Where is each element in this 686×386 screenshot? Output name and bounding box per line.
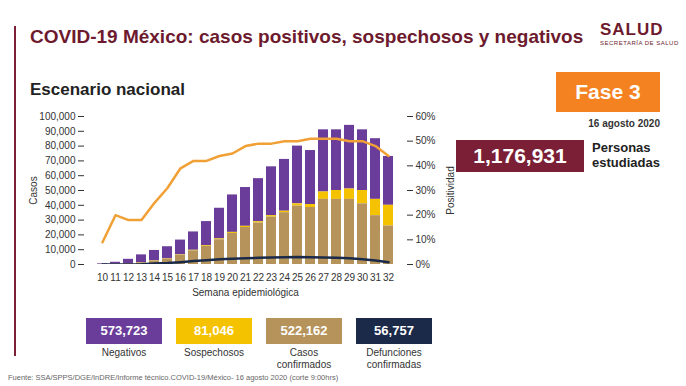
svg-text:24: 24: [279, 272, 291, 283]
svg-text:20: 20: [227, 272, 239, 283]
svg-text:13: 13: [136, 272, 148, 283]
svg-text:10,000: 10,000: [45, 244, 76, 255]
svg-text:25: 25: [292, 272, 304, 283]
svg-text:29: 29: [344, 272, 356, 283]
svg-text:10: 10: [97, 272, 109, 283]
html-text:COVID-19 México: casos positiv: COVID-19 México: casos positivos, sospec…: [30, 26, 584, 47]
svg-text:80,000: 80,000: [45, 140, 76, 151]
svg-text:11: 11: [110, 272, 121, 283]
html-text:573,723: 573,723: [100, 323, 148, 338]
svg-text:12: 12: [123, 272, 135, 283]
html-text:Casos confirmados: Casos confirmados: [276, 347, 332, 370]
svg-text:40%: 40%: [416, 160, 436, 171]
html-text:1,176,931: 1,176,931: [473, 144, 567, 167]
html-text:16 agosto 2020: 16 agosto 2020: [588, 118, 660, 129]
svg-text:40,000: 40,000: [45, 200, 76, 211]
svg-text:26: 26: [305, 272, 317, 283]
html-text:Sospechosos: Sospechosos: [184, 347, 244, 358]
svg-text:0: 0: [70, 259, 76, 270]
html-text:Fase 3: Fase 3: [575, 80, 641, 103]
svg-text:50,000: 50,000: [45, 185, 76, 196]
svg-text:19: 19: [214, 272, 226, 283]
html-text:81,046: 81,046: [194, 323, 234, 338]
html-text:SALUD: SALUD: [600, 20, 664, 39]
svg-text:28: 28: [331, 272, 343, 283]
svg-text:30: 30: [357, 272, 369, 283]
svg-text:32: 32: [383, 272, 395, 283]
svg-text:14: 14: [149, 272, 161, 283]
svg-text:17: 17: [188, 272, 200, 283]
svg-text:30%: 30%: [416, 185, 436, 196]
html-text:Fuente: SSA/SPPS/DGE/InDRE/Inf: Fuente: SSA/SPPS/DGE/InDRE/Informe técni…: [8, 373, 339, 382]
svg-text:21: 21: [240, 272, 252, 283]
html-text:522,162: 522,162: [280, 323, 328, 338]
svg-text:Casos: Casos: [28, 176, 39, 204]
svg-text:50%: 50%: [416, 135, 436, 146]
svg-text:Semana epidemiológica: Semana epidemiológica: [192, 287, 299, 298]
html-text:SECRETARÍA DE SALUD: SECRETARÍA DE SALUD: [600, 40, 679, 46]
svg-text:16: 16: [175, 272, 187, 283]
svg-text:31: 31: [370, 272, 382, 283]
svg-text:15: 15: [162, 272, 174, 283]
svg-text:70,000: 70,000: [45, 155, 76, 166]
html-text:Personas estudiadas: Personas estudiadas: [592, 140, 660, 170]
svg-text:10%: 10%: [416, 234, 436, 245]
svg-text:20%: 20%: [416, 209, 436, 220]
html-text:Negativos: Negativos: [101, 347, 147, 358]
svg-text:18: 18: [201, 272, 213, 283]
svg-text:60%: 60%: [416, 111, 436, 122]
svg-text:60,000: 60,000: [45, 170, 76, 181]
svg-text:22: 22: [253, 272, 265, 283]
html-text:Defunciones confirmadas: Defunciones confirmadas: [366, 347, 422, 370]
svg-text:20,000: 20,000: [45, 229, 76, 240]
svg-text:30,000: 30,000: [45, 214, 76, 225]
svg-text:Positividad: Positividad: [445, 166, 456, 214]
svg-text:23: 23: [266, 272, 278, 283]
svg-text:90,000: 90,000: [45, 126, 76, 137]
svg-text:0%: 0%: [416, 259, 431, 270]
svg-text:100,000: 100,000: [39, 111, 76, 122]
html-text:56,757: 56,757: [374, 323, 414, 338]
html-text:Escenario nacional: Escenario nacional: [30, 80, 185, 99]
svg-text:27: 27: [318, 272, 330, 283]
